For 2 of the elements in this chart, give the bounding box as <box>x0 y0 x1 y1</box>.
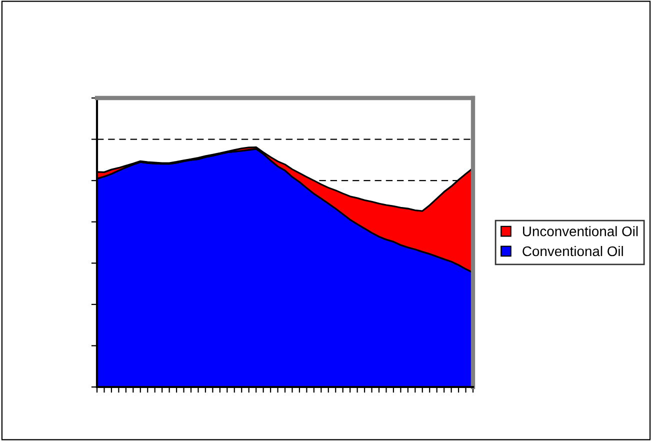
legend-label: Unconventional Oil <box>523 226 638 236</box>
legend-label: Conventional Oil <box>522 246 623 256</box>
